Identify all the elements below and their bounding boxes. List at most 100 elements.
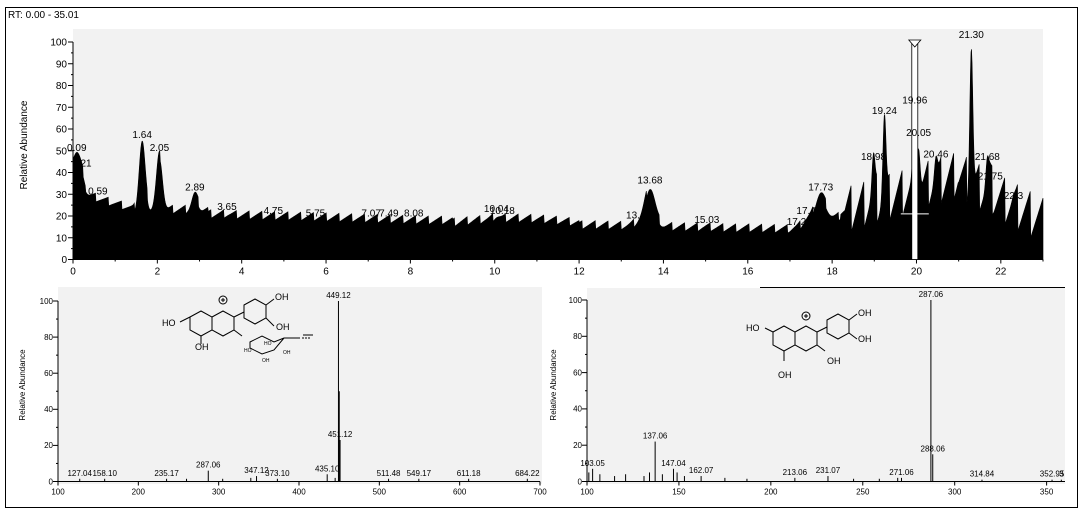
y-tick-label: 80 — [56, 81, 68, 92]
peak-label: 511.48 — [377, 469, 401, 478]
y-tick-label: 80 — [573, 332, 582, 341]
x-tick-label: 500 — [373, 488, 387, 497]
y-tick-label: 100 — [40, 297, 54, 306]
structure-label: OH — [858, 308, 872, 318]
x-tick-label: 300 — [948, 488, 962, 497]
chromatogram: RT: 0.00 - 35.01 Relative Abundance 0 10 2… — [8, 10, 1043, 278]
peak-label: 5.75 — [306, 208, 326, 219]
peak-label: 21.75 — [978, 171, 1003, 182]
x-tick-label: 100 — [580, 488, 594, 497]
structure-label: OH — [858, 334, 872, 344]
peak-label: 3.65 — [217, 202, 237, 213]
structure-label: HO — [746, 323, 760, 333]
x-tick-label: 150 — [672, 488, 686, 497]
peak-label: 0.59 — [88, 187, 108, 198]
spectrum-left: Relative Abundance 0 20 40 60 80 100 100 200 300… — [18, 287, 547, 497]
x-tick-label: 20 — [911, 267, 923, 278]
y-tick-label: 90 — [56, 59, 68, 70]
peak-label: 19.96 — [902, 95, 927, 106]
x-tick-label: 14 — [658, 267, 670, 278]
structure-label: HO — [162, 318, 176, 328]
peak-label: 449.12 — [326, 291, 351, 300]
structure-label: OH — [827, 356, 841, 366]
peak-label: 20.05 — [906, 128, 931, 139]
structure-label: OH — [262, 358, 270, 364]
y-tick-label: 20 — [44, 441, 53, 450]
y-tick-label: 80 — [44, 333, 53, 342]
peak-label: 15.03 — [694, 215, 719, 226]
x-tick-label: 22 — [995, 267, 1007, 278]
structure-label: OH — [778, 370, 792, 380]
x-tick-label: 4 — [239, 267, 245, 278]
peak-label: 2.89 — [185, 182, 205, 193]
y-tick-label: 100 — [50, 38, 67, 49]
peak-label: 20.46 — [923, 150, 948, 161]
x-tick-label: 700 — [533, 488, 547, 497]
peak-label: 21.30 — [959, 30, 984, 41]
peak-label: 17.22 — [787, 217, 812, 228]
y-tick-label: 0 — [578, 477, 583, 486]
x-tick-label: 400 — [292, 488, 306, 497]
peak-label: 137.06 — [643, 432, 668, 441]
x-tick-label: 2 — [155, 267, 161, 278]
y-tick-label: 30 — [56, 190, 68, 201]
peak-label: 158.10 — [92, 469, 117, 478]
peak-label: 271.06 — [889, 468, 914, 477]
y-tick-label: 20 — [56, 212, 68, 223]
y-tick-label: 40 — [56, 168, 68, 179]
x-tick-label: 600 — [453, 488, 467, 497]
peak-label: 21.68 — [975, 152, 1000, 163]
x-tick-label: 250 — [856, 488, 870, 497]
peak-label: 235.17 — [154, 469, 179, 478]
peak-label: 3 — [1059, 470, 1064, 479]
peak-label: 373.10 — [265, 469, 290, 478]
peak-label: 0.21 — [72, 158, 92, 169]
y-tick-label: 40 — [44, 405, 53, 414]
y-tick-label: 20 — [573, 441, 582, 450]
peak-label: 0.09 — [67, 143, 87, 154]
y-tick-label: 50 — [56, 146, 68, 157]
peak-label: 13.41 — [626, 211, 651, 222]
structure-label: OH — [195, 342, 209, 352]
peak-label: 10.18 — [490, 206, 515, 217]
peak-label: 2.05 — [150, 143, 170, 154]
structure-label: OH — [276, 322, 290, 332]
spectrum-right-plot-bg — [587, 288, 1065, 484]
peak-label: 213.06 — [783, 468, 808, 477]
peak-label: 7.49 — [379, 208, 399, 219]
peak-label: 1.64 — [132, 130, 152, 141]
y-tick-label: 0 — [49, 477, 54, 486]
x-tick-label: 16 — [742, 267, 754, 278]
peak-label: 18.98 — [861, 152, 886, 163]
peak-label: 103.05 — [580, 459, 605, 468]
peak-label: 4.75 — [264, 206, 284, 217]
peak-label: 162.07 — [689, 466, 714, 475]
y-tick-label: 10 — [56, 233, 68, 244]
retention-time-marker[interactable] — [912, 42, 918, 260]
peak-label: 19.24 — [872, 106, 897, 117]
x-tick-label: 8 — [408, 267, 414, 278]
x-tick-label: 200 — [764, 488, 778, 497]
structure-label: HO — [244, 348, 252, 354]
x-tick-label: 12 — [574, 267, 586, 278]
x-tick-label: 10 — [489, 267, 501, 278]
structure-label: OH — [283, 350, 291, 356]
peak-label: 8.08 — [404, 208, 424, 219]
peak-label: 287.06 — [919, 290, 944, 299]
y-tick-label: 60 — [44, 369, 53, 378]
peak-label: 127.04 — [67, 469, 92, 478]
peak-label: 17.45 — [796, 206, 821, 217]
spectrum-left-plot-bg — [58, 287, 542, 484]
peak-label: 451.12 — [328, 430, 353, 439]
rt-range-label: RT: 0.00 - 35.01 — [8, 10, 79, 21]
x-tick-label: 300 — [212, 488, 226, 497]
peak-label: 231.07 — [816, 466, 841, 475]
structure-label: OH — [275, 292, 289, 302]
spectrum-right-y-axis-label: Relative Abundance — [549, 349, 558, 421]
x-tick-label: 18 — [827, 267, 839, 278]
peak-label: 435.10 — [315, 464, 340, 473]
y-tick-label: 0 — [61, 255, 67, 266]
x-tick-label: 0 — [70, 267, 76, 278]
x-tick-label: 6 — [323, 267, 329, 278]
